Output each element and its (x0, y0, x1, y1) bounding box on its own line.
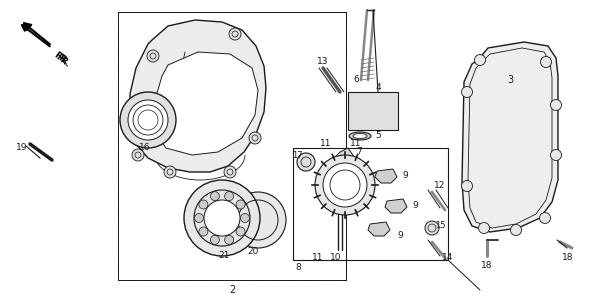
Circle shape (461, 86, 473, 98)
Circle shape (225, 235, 234, 244)
Bar (293, 148, 448, 260)
Circle shape (249, 132, 261, 144)
Text: 15: 15 (435, 221, 445, 229)
Circle shape (550, 150, 562, 160)
Text: 19: 19 (17, 144, 28, 153)
Text: 18: 18 (481, 260, 493, 269)
Text: 5: 5 (375, 132, 381, 141)
Text: 4: 4 (375, 83, 381, 92)
Circle shape (550, 100, 562, 110)
Circle shape (297, 153, 315, 171)
Text: 16: 16 (139, 144, 151, 153)
Circle shape (540, 57, 552, 67)
Circle shape (184, 180, 260, 256)
Circle shape (164, 166, 176, 178)
Circle shape (236, 227, 245, 236)
Text: 12: 12 (434, 181, 445, 190)
Polygon shape (130, 20, 266, 172)
Text: 11: 11 (350, 138, 362, 147)
Circle shape (474, 54, 486, 66)
Circle shape (199, 227, 208, 236)
Circle shape (224, 166, 236, 178)
Text: 13: 13 (317, 57, 329, 67)
Bar (118, 12, 346, 280)
Circle shape (204, 200, 240, 236)
Circle shape (211, 235, 219, 244)
Circle shape (225, 192, 234, 201)
Text: 6: 6 (353, 76, 359, 85)
Bar (348, 92, 398, 130)
Circle shape (241, 213, 250, 222)
Circle shape (128, 100, 168, 140)
Circle shape (425, 221, 439, 235)
Circle shape (461, 181, 473, 191)
Text: 21: 21 (218, 250, 230, 259)
Circle shape (229, 28, 241, 40)
Circle shape (120, 92, 176, 148)
Text: 9: 9 (412, 200, 418, 209)
Polygon shape (385, 199, 407, 213)
Polygon shape (336, 148, 355, 168)
Text: FR.: FR. (54, 52, 72, 69)
Circle shape (539, 213, 550, 224)
Circle shape (323, 163, 367, 207)
Circle shape (478, 222, 490, 234)
Text: 18: 18 (562, 253, 573, 262)
Text: 11: 11 (320, 138, 332, 147)
Text: 2: 2 (229, 285, 235, 295)
Text: 3: 3 (507, 75, 513, 85)
Circle shape (315, 155, 375, 215)
Circle shape (211, 192, 219, 201)
Circle shape (132, 149, 144, 161)
Polygon shape (462, 42, 558, 232)
Circle shape (199, 200, 208, 209)
Text: 10: 10 (330, 253, 342, 262)
Circle shape (510, 225, 522, 235)
Circle shape (236, 200, 245, 209)
Text: 8: 8 (295, 263, 301, 272)
Polygon shape (368, 222, 390, 236)
Polygon shape (375, 169, 397, 183)
Text: 9: 9 (402, 170, 408, 179)
Ellipse shape (353, 134, 367, 138)
Text: 14: 14 (442, 253, 454, 262)
Circle shape (147, 50, 159, 62)
Circle shape (230, 192, 286, 248)
Text: 17: 17 (291, 150, 302, 160)
Circle shape (195, 213, 204, 222)
Text: FR.: FR. (52, 50, 71, 67)
Text: 11: 11 (312, 253, 324, 262)
Text: 7: 7 (356, 147, 362, 157)
Text: 20: 20 (247, 247, 258, 256)
Ellipse shape (349, 132, 371, 140)
Bar (118, 12, 346, 280)
Text: 9: 9 (397, 231, 403, 240)
Polygon shape (155, 52, 258, 155)
